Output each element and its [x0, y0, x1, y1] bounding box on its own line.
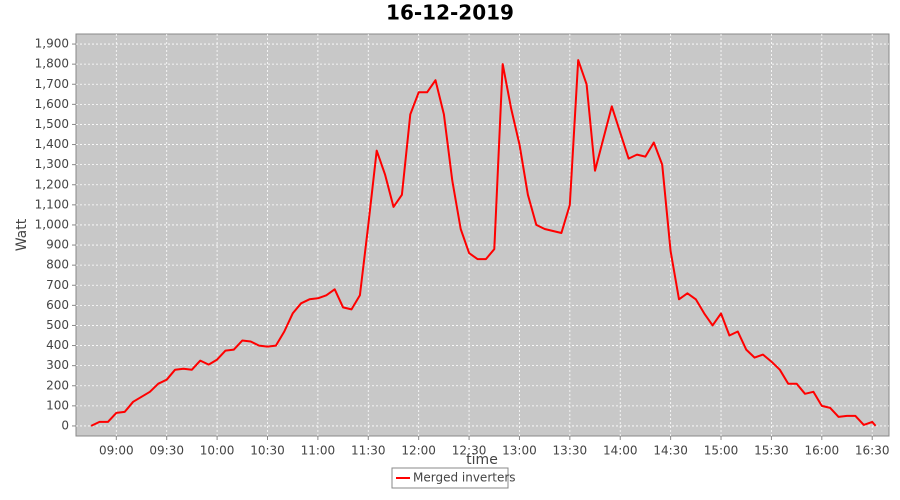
- y-tick-label: 0: [61, 418, 69, 432]
- y-tick-label: 800: [46, 258, 69, 272]
- x-tick-label: 10:30: [250, 444, 285, 458]
- y-tick-label: 1,000: [35, 217, 69, 231]
- x-tick-label: 14:00: [603, 444, 638, 458]
- y-tick-label: 1,200: [35, 177, 69, 191]
- y-tick-label: 1,600: [35, 97, 69, 111]
- x-tick-label: 09:00: [99, 444, 134, 458]
- legend-box: [391, 467, 509, 489]
- x-tick-label: 09:30: [149, 444, 184, 458]
- x-tick-label: 16:00: [805, 444, 840, 458]
- x-tick-label: 11:00: [301, 444, 336, 458]
- y-tick-label: 100: [46, 398, 69, 412]
- y-tick-label: 700: [46, 278, 69, 292]
- y-tick-label: 500: [46, 318, 69, 332]
- x-tick-label: 10:00: [200, 444, 235, 458]
- legend-label: Merged inverters: [413, 471, 516, 485]
- y-tick-label: 1,100: [35, 197, 69, 211]
- x-tick-label: 15:30: [754, 444, 789, 458]
- x-tick-label: 16:30: [855, 444, 890, 458]
- x-tick-label: 15:00: [704, 444, 739, 458]
- y-tick-label: 1,500: [35, 117, 69, 131]
- data-line: [90, 59, 877, 427]
- y-tick-label: 900: [46, 238, 69, 252]
- y-tick-label: 1,900: [35, 37, 69, 51]
- y-tick-label: 1,400: [35, 137, 69, 151]
- y-tick-label: 600: [46, 298, 69, 312]
- x-axis-title: time: [466, 452, 498, 468]
- x-tick-label: 14:30: [653, 444, 688, 458]
- x-tick-label: 13:00: [502, 444, 537, 458]
- x-tick-label: 12:00: [401, 444, 436, 458]
- y-tick-label: 1,300: [35, 157, 69, 171]
- plot-area: [75, 33, 890, 437]
- y-tick-label: 200: [46, 378, 69, 392]
- y-tick-label: 1,700: [35, 77, 69, 91]
- y-tick-label: 300: [46, 358, 69, 372]
- y-tick-label: 400: [46, 338, 69, 352]
- x-tick-label: 13:30: [553, 444, 588, 458]
- x-tick-label: 11:30: [351, 444, 386, 458]
- y-axis-title: Watt: [14, 218, 30, 251]
- x-tick-label: 12:30: [452, 444, 487, 458]
- chart-title: 16-12-2019: [386, 1, 514, 25]
- y-tick-label: 1,800: [35, 57, 69, 71]
